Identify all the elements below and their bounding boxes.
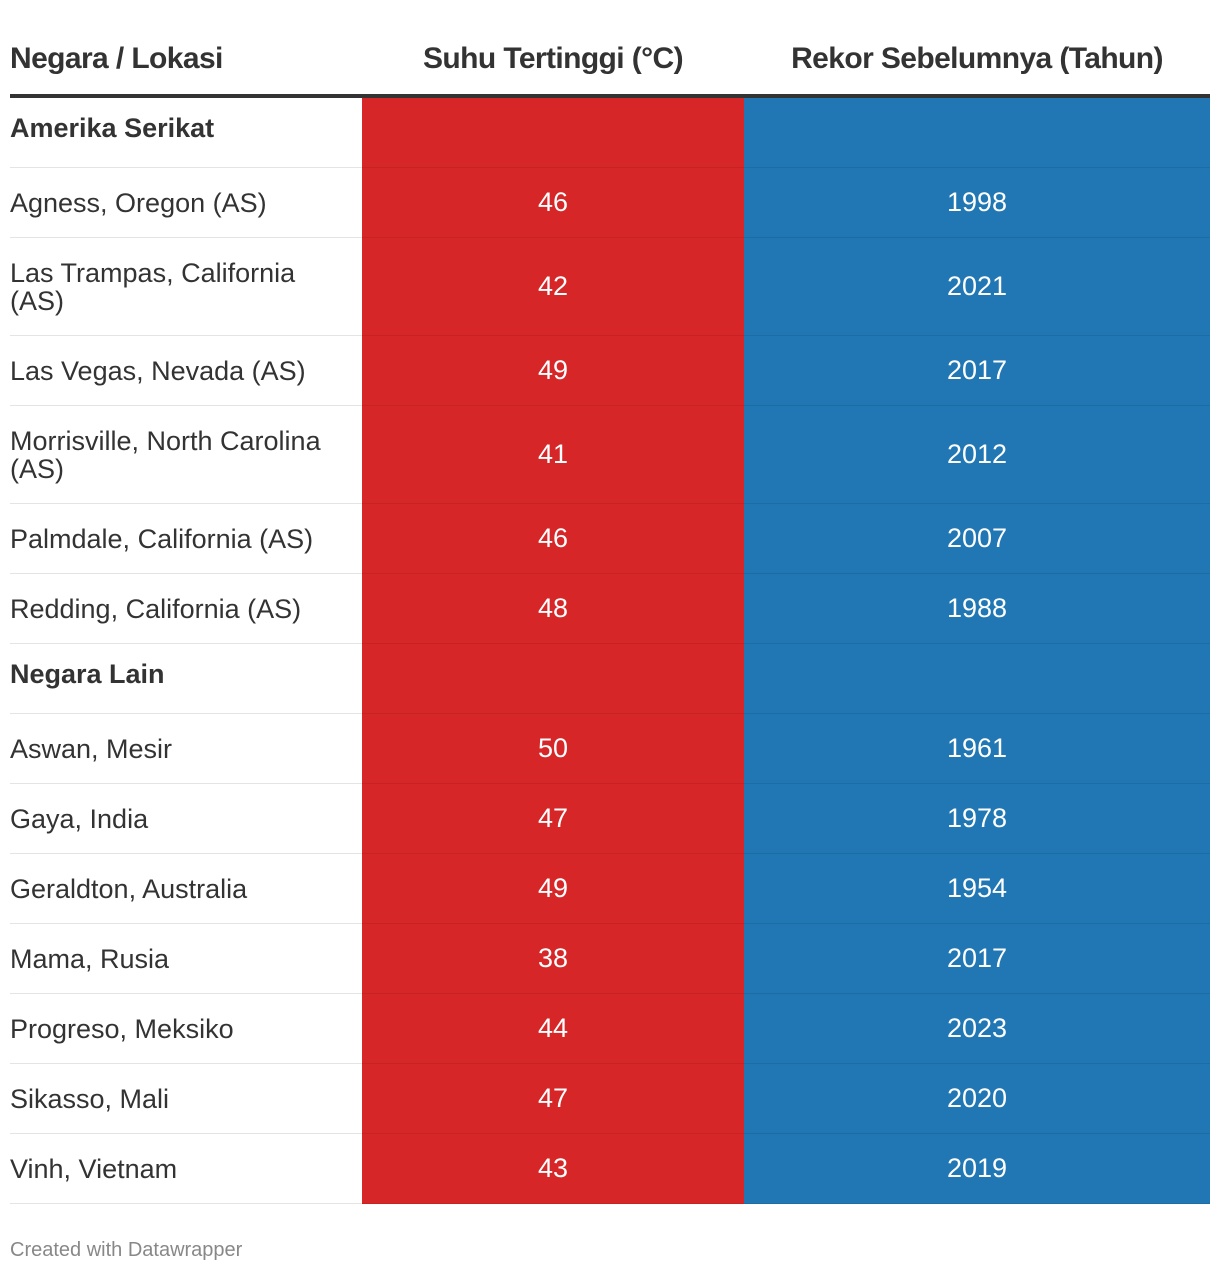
temperature-cell: 46 <box>362 168 744 238</box>
previous-record-year-cell: 2023 <box>744 994 1210 1064</box>
previous-record-year-cell <box>744 644 1210 714</box>
table-row: Vinh, Vietnam 43 2019 <box>10 1134 1210 1204</box>
group-label: Amerika Serikat <box>10 113 215 143</box>
location-cell: Las Trampas, California (AS) <box>10 257 296 316</box>
temperature-cell: 46 <box>362 504 744 574</box>
previous-record-year-cell: 2021 <box>744 238 1210 336</box>
location-cell: Aswan, Mesir <box>10 733 173 764</box>
table-row: Las Trampas, California (AS) 42 2021 <box>10 238 1210 336</box>
temperature-cell: 41 <box>362 406 744 504</box>
location-cell: Vinh, Vietnam <box>10 1153 178 1184</box>
temperature-cell: 50 <box>362 714 744 784</box>
temperature-cell: 43 <box>362 1134 744 1204</box>
table-row: Las Vegas, Nevada (AS) 49 2017 <box>10 336 1210 406</box>
previous-record-year-cell: 2012 <box>744 406 1210 504</box>
table-header: Negara / Lokasi Suhu Tertinggi (°C) Reko… <box>10 0 1210 98</box>
previous-record-year-cell <box>744 98 1210 168</box>
temperature-cell: 48 <box>362 574 744 644</box>
group-label: Negara Lain <box>10 659 165 689</box>
location-cell: Redding, California (AS) <box>10 593 302 624</box>
location-cell: Morrisville, North Carolina (AS) <box>10 425 321 484</box>
temperature-cell: 38 <box>362 924 744 994</box>
table-body: Amerika Serikat Agness, Oregon (AS) 46 1998… <box>10 98 1210 1204</box>
group-header-row: Amerika Serikat <box>10 98 1210 168</box>
location-cell: Agness, Oregon (AS) <box>10 187 267 218</box>
table-row: Progreso, Meksiko 44 2023 <box>10 994 1210 1064</box>
table-row: Aswan, Mesir 50 1961 <box>10 714 1210 784</box>
location-cell: Las Vegas, Nevada (AS) <box>10 355 306 386</box>
previous-record-year-cell: 1998 <box>744 168 1210 238</box>
table-row: Palmdale, California (AS) 46 2007 <box>10 504 1210 574</box>
temperature-cell: 47 <box>362 1064 744 1134</box>
location-cell: Gaya, India <box>10 803 149 834</box>
temperature-cell <box>362 644 744 714</box>
location-cell: Progreso, Meksiko <box>10 1013 234 1044</box>
table-row: Redding, California (AS) 48 1988 <box>10 574 1210 644</box>
table-row: Agness, Oregon (AS) 46 1998 <box>10 168 1210 238</box>
temperature-cell: 47 <box>362 784 744 854</box>
table-row: Mama, Rusia 38 2017 <box>10 924 1210 994</box>
location-cell: Palmdale, California (AS) <box>10 523 314 554</box>
temperature-cell: 49 <box>362 854 744 924</box>
previous-record-year-cell: 1961 <box>744 714 1210 784</box>
table-row: Morrisville, North Carolina (AS) 41 2012 <box>10 406 1210 504</box>
table-row: Geraldton, Australia 49 1954 <box>10 854 1210 924</box>
data-table: Negara / Lokasi Suhu Tertinggi (°C) Reko… <box>10 0 1210 1204</box>
previous-record-year-cell: 2019 <box>744 1134 1210 1204</box>
column-header-temperature[interactable]: Suhu Tertinggi (°C) <box>423 42 684 75</box>
temperature-cell: 44 <box>362 994 744 1064</box>
temperature-cell: 42 <box>362 238 744 336</box>
group-header-row: Negara Lain <box>10 644 1210 714</box>
previous-record-year-cell: 2017 <box>744 924 1210 994</box>
temperature-cell <box>362 98 744 168</box>
previous-record-year-cell: 2020 <box>744 1064 1210 1134</box>
location-cell: Geraldton, Australia <box>10 873 248 904</box>
table-row: Gaya, India 47 1978 <box>10 784 1210 854</box>
table-row: Sikasso, Mali 47 2020 <box>10 1064 1210 1134</box>
previous-record-year-cell: 2017 <box>744 336 1210 406</box>
previous-record-year-cell: 2007 <box>744 504 1210 574</box>
column-header-previous-record-year[interactable]: Rekor Sebelumnya (Tahun) <box>791 42 1163 75</box>
datawrapper-credit: Created with Datawrapper <box>10 1239 243 1261</box>
previous-record-year-cell: 1954 <box>744 854 1210 924</box>
temperature-cell: 49 <box>362 336 744 406</box>
column-header-location[interactable]: Negara / Lokasi <box>10 42 223 75</box>
location-cell: Sikasso, Mali <box>10 1083 170 1114</box>
previous-record-year-cell: 1978 <box>744 784 1210 854</box>
previous-record-year-cell: 1988 <box>744 574 1210 644</box>
location-cell: Mama, Rusia <box>10 943 170 974</box>
